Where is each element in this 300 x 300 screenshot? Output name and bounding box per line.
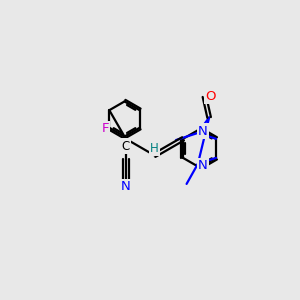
Text: N: N <box>121 180 131 193</box>
Text: C: C <box>122 140 130 153</box>
Text: N: N <box>198 159 208 172</box>
Text: F: F <box>102 122 109 135</box>
Text: O: O <box>205 90 216 103</box>
Text: H: H <box>150 142 159 154</box>
Text: N: N <box>198 125 208 138</box>
